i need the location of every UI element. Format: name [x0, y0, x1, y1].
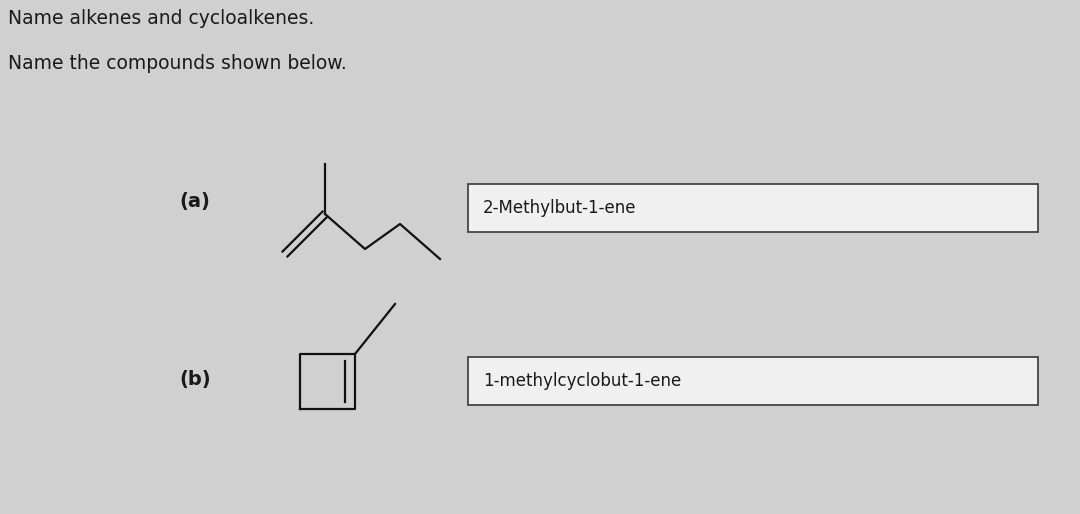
Bar [468, 184, 1038, 232]
Text: (a): (a) [179, 193, 211, 211]
Text: 2-Methylbut-1-ene: 2-Methylbut-1-ene [483, 199, 636, 217]
Bar [468, 357, 1038, 405]
Text: (b): (b) [179, 370, 211, 389]
Text: Name the compounds shown below.: Name the compounds shown below. [8, 54, 347, 73]
Text: 1-methylcyclobut-1-ene: 1-methylcyclobut-1-ene [483, 372, 681, 390]
Text: Name alkenes and cycloalkenes.: Name alkenes and cycloalkenes. [8, 9, 314, 28]
